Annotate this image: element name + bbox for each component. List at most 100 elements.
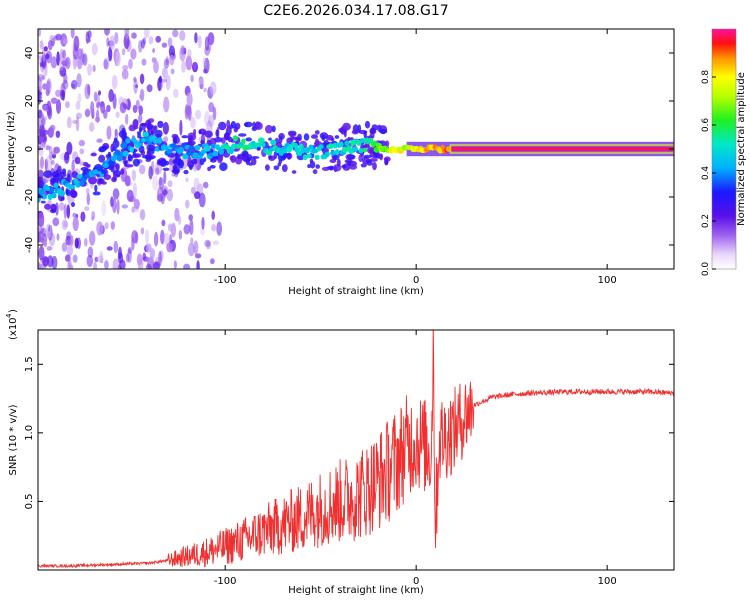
spectrogram-halo-cell: [187, 156, 192, 165]
spectrogram-noise-cell: [127, 248, 132, 263]
spectrogram-ridge-point: [122, 150, 129, 157]
spectrogram-halo-cell: [282, 153, 291, 157]
spectrogram-halo-cell: [225, 126, 232, 136]
spectrogram-ridge-point: [96, 165, 104, 172]
spectrogram-noise-cell: [174, 207, 180, 222]
spectrogram-noise-cell: [157, 186, 164, 201]
spectrogram-noise-cell: [65, 235, 72, 246]
spectrogram-noise-cell: [211, 224, 217, 232]
spectrogram-noise-cell: [92, 64, 96, 73]
spectrogram-noise-cell: [210, 258, 215, 265]
spectrogram-ridge-point: [49, 188, 55, 193]
colorbar-tick-label: 0.2: [701, 214, 711, 228]
spectrogram-halo-cell: [171, 133, 179, 139]
spectrogram-noise-cell: [178, 230, 183, 240]
spectrogram-marks: [38, 29, 674, 269]
spectrogram-ridge-point: [241, 138, 246, 145]
snr-ylabel: SNR (10 * v/v): [8, 404, 19, 475]
spectrogram-noise-cell: [131, 32, 137, 39]
spectrogram-noise-cell: [75, 100, 81, 110]
spectrogram-noise-cell: [183, 263, 190, 269]
spectrogram-ridge-point: [306, 153, 312, 159]
spectrogram-noise-cell: [190, 186, 196, 195]
spectrogram-noise-cell: [66, 260, 73, 269]
spectrogram-xtick-label: 100: [598, 275, 617, 286]
spectrogram-halo-cell: [43, 170, 53, 179]
spectrogram-noise-cell: [44, 63, 48, 77]
spectrogram-noise-cell: [198, 78, 205, 85]
spectrogram-halo-cell: [309, 160, 316, 169]
spectrogram-noise-cell: [84, 238, 88, 247]
spectrogram-noise-cell: [195, 109, 202, 120]
spectrogram-ridge-point: [45, 186, 51, 192]
spectrogram-ylabel: Frequency (Hz): [6, 111, 17, 187]
spectrogram-noise-cell: [62, 79, 69, 90]
spectrogram-halo-cell: [238, 133, 247, 137]
spectrogram-noise-cell: [66, 141, 73, 155]
spectrogram-noise-cell: [112, 188, 120, 200]
spectrogram-ridge-point: [129, 146, 134, 153]
spectrogram-noise-cell: [76, 73, 82, 88]
spectrogram-noise-cell: [136, 253, 143, 266]
spectrogram-halo-cell: [351, 129, 359, 135]
spectrogram-halo-cell: [88, 176, 98, 185]
spectrogram-noise-cell: [90, 101, 95, 116]
spectrogram-noise-cell: [138, 105, 143, 115]
spectrogram-noise-cell: [209, 81, 217, 96]
spectrogram-noise-cell: [112, 198, 117, 214]
spectrogram-ridge-point: [210, 143, 217, 149]
spectrogram-noise-cell: [121, 204, 128, 209]
spectrogram-noise-cell: [101, 200, 107, 217]
spectrogram-noise-cell: [98, 101, 105, 107]
spectrogram-noise-cell: [163, 170, 167, 184]
spectrogram-halo-cell: [90, 152, 97, 157]
spectrogram-halo-cell: [344, 159, 353, 164]
spectrogram-ticks: -100 0 100 -40 -20 0 20 40: [24, 29, 674, 286]
spectrogram-halo-cell: [246, 154, 253, 162]
spectrogram-halo-cell: [210, 159, 217, 163]
spectrogram-noise-cell: [115, 50, 121, 67]
spectrogram-halo-cell: [315, 164, 321, 169]
spectrogram-noise-cell: [125, 113, 129, 125]
spectrogram-noise-cell: [59, 48, 64, 65]
spectrogram-ridge-point: [358, 148, 364, 154]
spectrogram-halo-cell: [120, 168, 125, 175]
spectrogram-noise-cell: [194, 32, 198, 44]
spectrogram-halo-cell: [277, 162, 281, 167]
spectrogram-noise-cell: [168, 158, 173, 166]
spectrogram-halo-cell: [150, 129, 154, 136]
spectrogram-noise-cell: [139, 88, 145, 102]
spectrogram-noise-cell: [73, 35, 80, 52]
spectrogram-noise-cell: [93, 91, 98, 103]
spectrogram-noise-cell: [65, 254, 71, 262]
snr-series-line: [38, 330, 674, 569]
spectrogram-halo-cell: [268, 155, 276, 161]
spectrogram-halo-cell: [363, 154, 372, 159]
spectrogram-noise-cell: [169, 54, 175, 66]
spectrogram-noise-cell: [153, 231, 159, 247]
colorbar-tick-label: 0.4: [701, 166, 711, 181]
spectrogram-ridge-point: [231, 143, 236, 150]
spectrogram-halo-cell: [286, 137, 293, 145]
spectrogram-noise-cell: [38, 73, 41, 86]
spectrogram-halo-cell: [268, 137, 272, 141]
spectrogram-noise-cell: [139, 73, 145, 85]
spectrogram-ridge-point: [304, 147, 311, 154]
spectrogram-noise-cell: [82, 53, 88, 66]
spectrogram-noise-cell: [86, 192, 91, 206]
spectrogram-steady-ridge-edge: [449, 144, 674, 154]
spectrogram-noise-cell: [203, 87, 207, 93]
spectrogram-halo-cell: [336, 158, 341, 167]
snr-xlabel: Height of straight line (km): [288, 585, 424, 596]
spectrogram-noise-cell: [38, 159, 41, 175]
spectrogram-noise-cell: [42, 116, 48, 121]
spectrogram-noise-cell: [145, 263, 152, 269]
spectrogram-noise-cell: [179, 30, 186, 41]
spectrogram-ytick-label: -40: [24, 237, 35, 253]
spectrogram-noise-cell: [86, 255, 94, 267]
spectrogram-halo-cell: [199, 158, 205, 166]
spectrogram-xtick-label: 0: [413, 275, 419, 286]
spectrogram-ridge-point: [204, 145, 211, 152]
spectrogram-noise-cell: [78, 139, 86, 147]
spectrogram-noise-cell: [106, 246, 113, 251]
